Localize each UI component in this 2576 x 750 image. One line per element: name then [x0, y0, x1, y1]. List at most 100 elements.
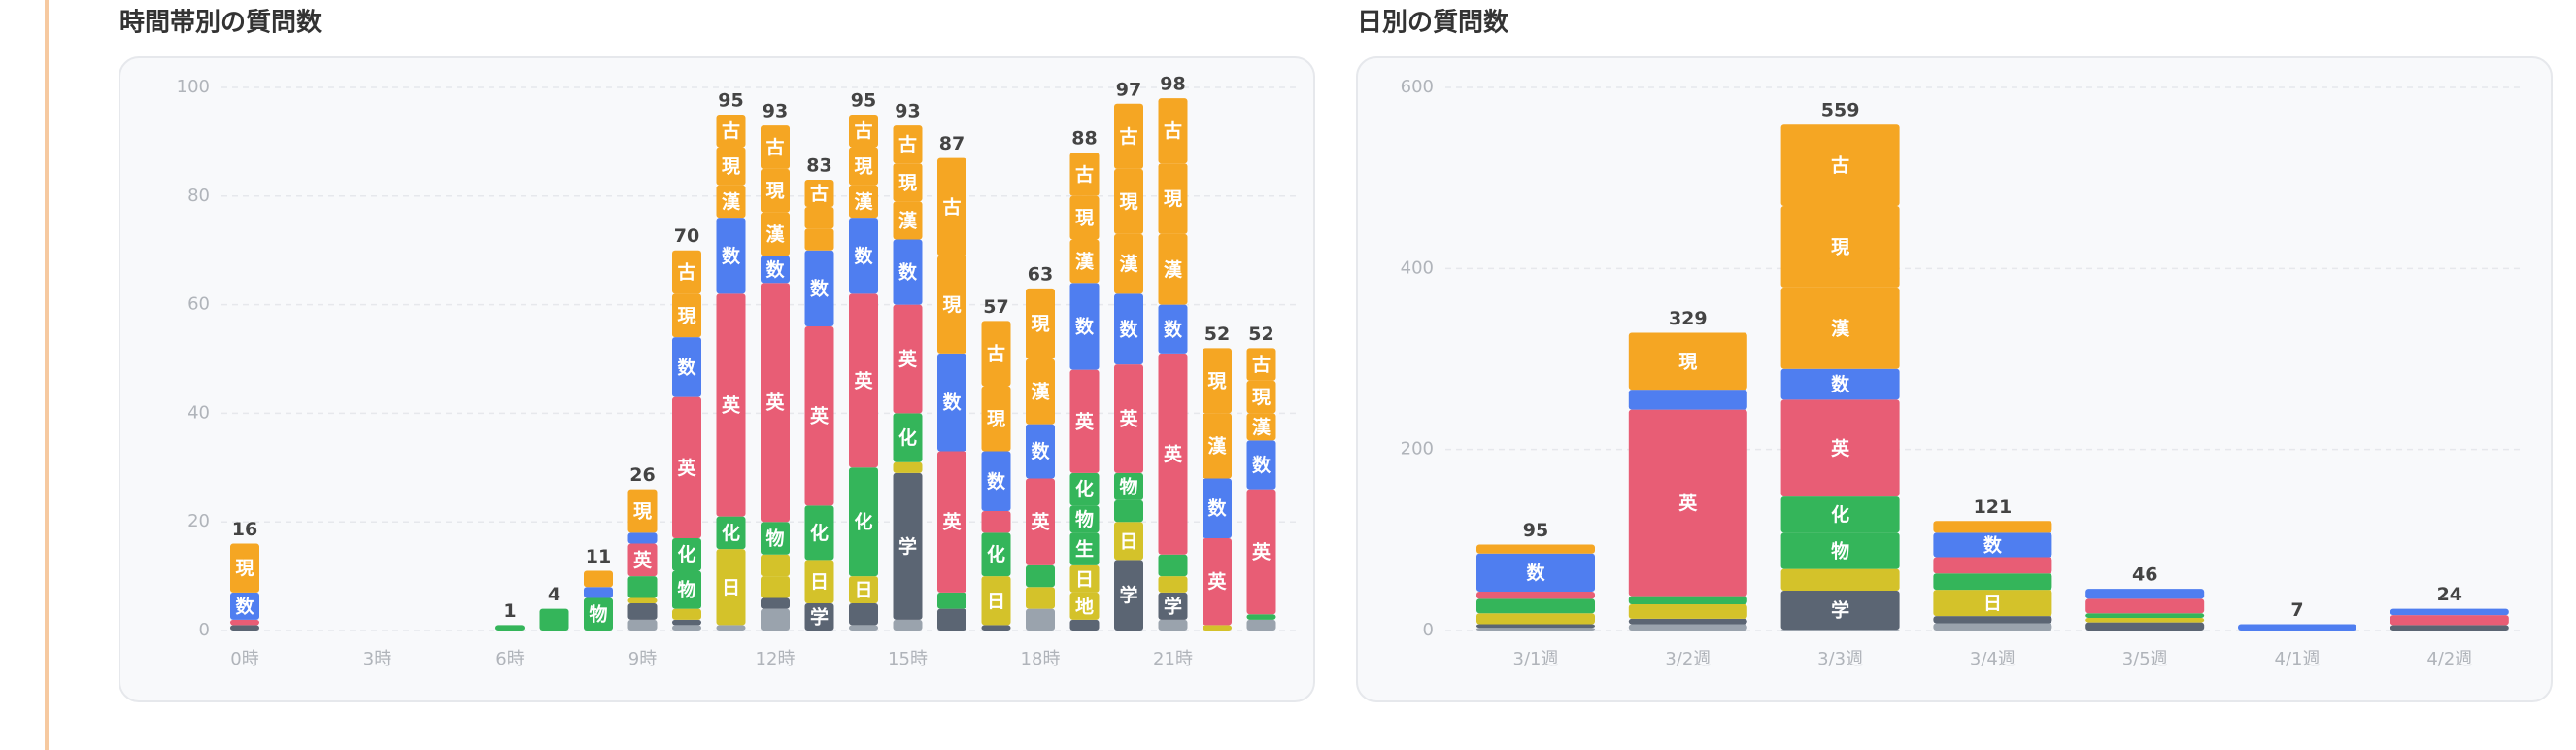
y-tick-label: 0	[1423, 620, 1434, 640]
x-tick-label: 3/2週	[1665, 649, 1711, 669]
bar-segment	[1203, 413, 1232, 479]
bar-segment	[230, 543, 259, 593]
bar-segment	[1158, 576, 1188, 593]
bar-segment	[849, 293, 878, 468]
segment-label: 古	[765, 136, 784, 158]
bar-segment	[1780, 496, 1900, 533]
segment-label: 漢	[722, 190, 741, 213]
bar-segment	[584, 597, 613, 631]
bar-segment	[627, 597, 658, 604]
segment-label: 英	[1678, 492, 1698, 514]
bar-segment	[1246, 348, 1276, 381]
bar-segment	[1246, 619, 1276, 631]
segment-label: 化	[722, 522, 740, 544]
bar-segment	[1114, 499, 1143, 523]
bar-segment	[804, 206, 834, 229]
bar-segment	[627, 576, 658, 598]
segment-label: 漢	[1207, 434, 1227, 457]
bar-segment	[1069, 239, 1100, 284]
bar-segment	[1476, 628, 1595, 631]
bar-segment	[849, 218, 878, 294]
bar-segment	[1933, 557, 2052, 574]
segment-label: 漢	[1075, 250, 1095, 272]
total-label: 88	[1071, 128, 1097, 150]
bar-segment	[761, 256, 790, 284]
total-label: 63	[1028, 263, 1053, 285]
bar-segment	[1069, 619, 1100, 631]
bar-segment	[1246, 440, 1276, 490]
segment-label: 日	[810, 571, 829, 593]
bar-segment	[672, 396, 701, 538]
segment-label: 数	[1252, 454, 1271, 476]
bar-segment	[1203, 348, 1232, 414]
bar-segment	[1933, 573, 2052, 591]
total-label: 52	[1248, 324, 1273, 345]
x-tick-label: 3時	[363, 649, 391, 669]
segment-label: 学	[1164, 595, 1182, 617]
bar-segment	[1933, 590, 2052, 617]
segment-label: 古	[677, 261, 695, 284]
segment-label: 物	[677, 579, 695, 601]
bar-segment	[1069, 153, 1100, 196]
segment-label: 英	[854, 369, 873, 392]
total-label: 329	[1669, 308, 1708, 329]
total-label: 95	[1523, 520, 1548, 541]
bar-segment	[1158, 163, 1188, 234]
total-label: 93	[763, 101, 788, 122]
segment-label: 現	[1031, 314, 1049, 335]
bar-segment	[981, 386, 1011, 452]
y-tick-label: 40	[187, 402, 210, 423]
y-tick-label: 80	[187, 186, 210, 206]
segment-label: 物	[765, 527, 784, 549]
segment-label: 古	[854, 119, 872, 142]
total-label: 98	[1160, 74, 1185, 95]
bar-segment	[1780, 532, 1900, 569]
segment-label: 物	[1075, 508, 1094, 530]
bar-segment	[1246, 614, 1276, 620]
bar-segment	[981, 511, 1011, 533]
segment-label: 現	[235, 558, 254, 579]
x-tick-label: 4/2週	[2426, 649, 2472, 669]
bar-segment	[893, 461, 923, 473]
segment-label: 古	[987, 342, 1005, 364]
bar-segment	[1114, 364, 1143, 473]
bar-segment	[2238, 624, 2356, 631]
bar-segment	[937, 608, 966, 631]
x-tick-label: 4/1週	[2275, 649, 2321, 669]
segment-label: 現	[1678, 351, 1697, 372]
segment-label: 古	[810, 183, 829, 205]
bar-segment	[1069, 564, 1100, 593]
segment-label: 現	[942, 294, 961, 316]
segment-label: 現	[722, 156, 740, 178]
bar-segment	[1069, 532, 1100, 565]
segment-label: 現	[854, 156, 872, 178]
bar-segment	[1069, 195, 1100, 240]
total-label: 95	[718, 89, 743, 111]
segment-label: 化	[854, 511, 872, 533]
segment-label: 漢	[1831, 317, 1850, 339]
bar-segment	[849, 576, 878, 604]
bar-segment	[937, 256, 966, 354]
y-tick-label: 60	[187, 294, 210, 315]
bar-segment	[893, 239, 923, 305]
bar-segment	[1203, 625, 1232, 631]
segment-label: 英	[1164, 443, 1183, 465]
bar-segment	[2085, 622, 2205, 631]
segment-label: 数	[235, 595, 254, 617]
bar-segment	[627, 619, 658, 631]
segment-label: 漢	[898, 209, 918, 231]
total-label: 83	[806, 155, 831, 177]
segment-label: 英	[898, 348, 918, 370]
segment-label: 数	[765, 258, 785, 281]
bar-segment	[893, 125, 923, 164]
segment-label: 化	[677, 543, 695, 565]
bar-segment	[627, 543, 658, 577]
y-tick-label: 20	[187, 511, 210, 531]
segment-label: 古	[1252, 354, 1271, 376]
segment-label: 化	[1075, 478, 1094, 500]
bar-segment	[761, 597, 790, 609]
segment-label: 古	[722, 119, 740, 142]
bar-segment	[1476, 591, 1595, 599]
bar-segment	[1246, 489, 1276, 615]
bar-segment	[1114, 168, 1143, 234]
